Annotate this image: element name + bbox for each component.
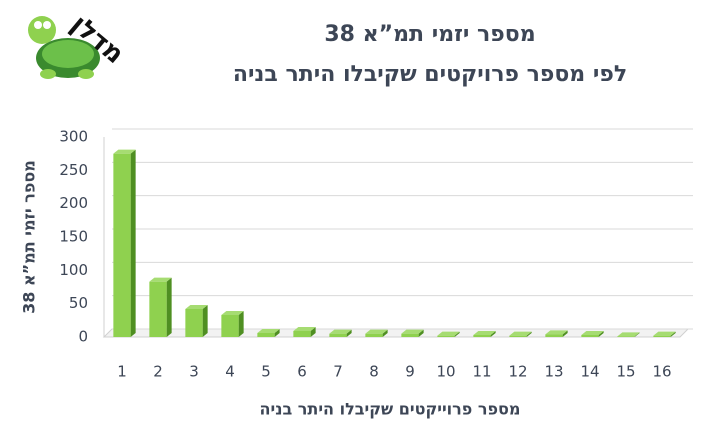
y-tick-label: 200 [59,194,88,212]
x-tick-label: 13 [544,363,563,381]
x-tick-label: 6 [297,363,307,381]
x-tick-label: 15 [616,363,635,381]
x-axis-title: מספר פרוייקטים שקיבלו היתר בניה [260,400,521,419]
bar-top [617,332,640,337]
bar [509,335,527,337]
x-tick-label: 11 [472,363,491,381]
bar-side [490,331,496,337]
x-tick-label: 8 [369,363,379,381]
turtle-eye [34,21,42,29]
bar-top [329,329,352,334]
bar [113,153,131,337]
bar-top [401,329,424,334]
chart-title: מספר יזמי תמ”א 38 [324,22,535,47]
y-tick-label: 250 [59,161,88,179]
bar-top [257,329,280,333]
bar [329,333,347,337]
bar-top [113,149,136,154]
bar-top [185,305,208,309]
x-tick-label: 4 [225,363,235,381]
bar [365,333,383,337]
bar [149,281,167,337]
y-tick-label: 100 [59,261,88,279]
bar [185,309,203,337]
bar-top [653,331,676,336]
bar [617,336,635,337]
bar-side [526,331,532,337]
bar [437,335,455,337]
x-tick-label: 12 [508,363,527,381]
x-tick-label: 10 [436,363,455,381]
logo: מדלן [28,9,129,79]
x-tick-label: 14 [580,363,599,381]
y-axis-title: מספר יזמי תמ”א 38 [20,160,39,314]
bar [545,334,563,337]
x-tick-label: 9 [405,363,415,381]
bar-side [598,331,604,337]
bar [401,333,419,337]
bar [581,335,599,337]
turtle-foot [40,69,56,79]
bar-top [149,277,172,282]
y-tick-label: 0 [78,328,88,346]
bar-top [365,329,388,334]
bar-side [310,327,316,337]
x-tick-label: 1 [117,363,127,381]
x-tick-label: 5 [261,363,271,381]
y-tick-label: 150 [59,228,88,246]
bar-side [202,305,208,337]
bar-side [562,330,568,337]
x-tick-label: 16 [652,363,671,381]
turtle-foot [78,69,94,79]
y-tick-label: 300 [59,128,88,146]
x-tick-label: 3 [189,363,199,381]
bar-side [634,332,640,337]
bar-side [670,331,676,337]
bar-top [473,331,496,335]
turtle-eye [43,21,51,29]
chart-subtitle: לפי מספר פרויקטים שקיבלו היתר בניה [233,62,627,87]
bar-top [293,327,316,331]
bar-top [545,330,568,335]
x-tick-label: 7 [333,363,343,381]
bar-top [581,331,604,335]
bar [257,333,275,337]
bar-side [274,329,280,337]
bar [473,335,491,337]
bar [293,331,311,337]
bar-side [418,329,424,337]
bar-side [130,149,136,337]
y-tick-label: 50 [69,294,88,312]
turtle-head [28,16,56,44]
bar [653,335,671,337]
bar-top [509,331,532,336]
bar-side [346,329,352,337]
bar-side [238,311,244,337]
bar-side [454,331,460,337]
x-tick-label: 2 [153,363,163,381]
bar-top [221,311,244,315]
bar-side [382,329,388,337]
turtle-shell-top [42,40,94,68]
bar-side [166,277,172,337]
bar [221,315,239,337]
bar-top [437,331,460,336]
